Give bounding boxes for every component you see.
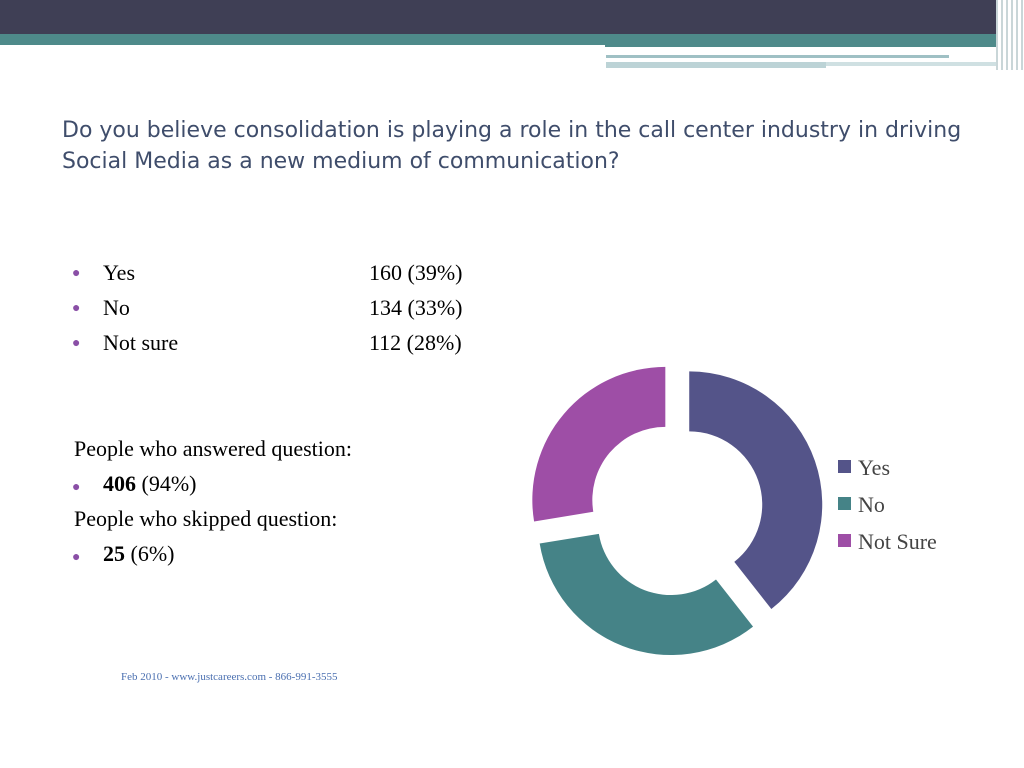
answer-value: 160 (39%) [369,260,463,285]
bullet-icon: ● [72,301,81,316]
answer-item-no: ● No 134 (33%) [72,295,532,330]
header-accent-band [0,34,1024,47]
legend-label: No [858,492,885,517]
legend-label: Yes [858,455,890,480]
donut-slice-not-sure [532,366,666,522]
legend-swatch [838,460,851,473]
legend-swatch [838,497,851,510]
slide-footer: Feb 2010 - www.justcareers.com - 866-991… [121,671,338,683]
header-divider [0,45,605,47]
bullet-icon: ● [72,266,81,281]
bullet-icon: ● [72,336,81,351]
answered-percent: (94%) [141,471,197,496]
slide-title: Do you believe consolidation is playing … [62,118,962,174]
decorative-stripes [996,0,1024,70]
bullet-icon: ● [72,550,81,565]
answered-count: 406 [103,471,136,496]
answer-value: 112 (28%) [369,330,462,355]
answer-label: Not sure [103,330,179,355]
legend-swatch [838,534,851,547]
answer-item-not-sure: ● Not sure 112 (28%) [72,330,532,365]
answered-count-item: ● 406 (94%) [72,470,504,505]
answer-label: No [103,295,130,320]
answer-list: ● Yes 160 (39%) ● No 134 (33%) ● Not sur… [72,260,532,365]
skipped-label: People who skipped question: [74,506,338,531]
skipped-percent: (6%) [130,541,175,566]
legend-label: Not Sure [858,529,937,554]
decorative-line [826,62,996,66]
answered-label: People who answered question: [74,436,352,461]
bullet-icon: ● [72,480,81,495]
donut-slice-yes [689,371,823,610]
donut-slice-no [539,533,754,656]
answer-label: Yes [103,260,136,285]
response-stats: People who answered question: ● 406 (94%… [72,435,504,575]
answer-item-yes: ● Yes 160 (39%) [72,260,532,295]
header-bar [0,0,1024,34]
answer-value: 134 (33%) [369,295,463,320]
skipped-count-item: ● 25 (6%) [72,540,504,575]
skipped-count: 25 [103,541,125,566]
decorative-line [606,55,949,58]
decorative-line [606,62,826,68]
